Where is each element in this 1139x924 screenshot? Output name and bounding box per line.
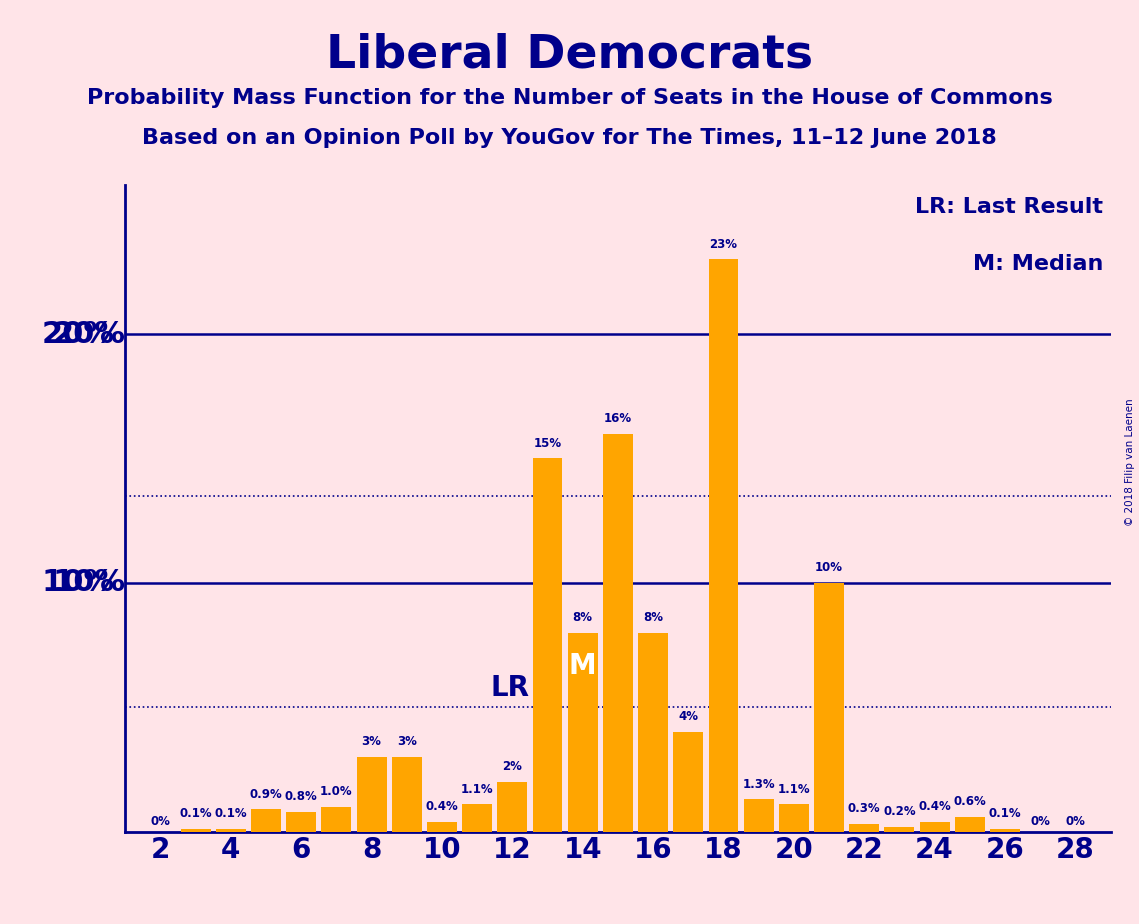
Text: 15%: 15% — [533, 437, 562, 450]
Text: 0%: 0% — [150, 815, 171, 828]
Text: 2%: 2% — [502, 760, 523, 773]
Text: 0.1%: 0.1% — [179, 808, 212, 821]
Text: 0.1%: 0.1% — [214, 808, 247, 821]
Text: 10%: 10% — [41, 568, 114, 597]
Text: 20%: 20% — [52, 320, 125, 348]
Text: 10%: 10% — [52, 568, 125, 597]
Bar — [321, 807, 351, 832]
Bar — [427, 821, 457, 832]
Text: Liberal Democrats: Liberal Democrats — [326, 32, 813, 78]
Text: Probability Mass Function for the Number of Seats in the House of Commons: Probability Mass Function for the Number… — [87, 88, 1052, 108]
Bar — [181, 829, 211, 832]
Text: 0.9%: 0.9% — [249, 787, 282, 800]
Text: 20%: 20% — [41, 320, 114, 348]
Text: 1.1%: 1.1% — [461, 783, 493, 796]
Bar — [286, 811, 317, 832]
Bar — [990, 829, 1019, 832]
Bar — [779, 804, 809, 832]
Text: 0.3%: 0.3% — [847, 802, 880, 816]
Text: 0.6%: 0.6% — [953, 795, 986, 808]
Bar — [919, 821, 950, 832]
Bar — [885, 827, 915, 832]
Bar — [251, 809, 281, 832]
Text: 10%: 10% — [816, 561, 843, 574]
Bar — [392, 757, 421, 832]
Bar — [954, 817, 985, 832]
Bar — [850, 824, 879, 832]
Bar — [744, 799, 773, 832]
Text: 3%: 3% — [362, 736, 382, 748]
Text: 4%: 4% — [679, 711, 698, 723]
Text: M: M — [568, 652, 597, 680]
Bar — [533, 458, 563, 832]
Bar — [603, 433, 633, 832]
Text: 0.4%: 0.4% — [918, 800, 951, 813]
Text: 0.4%: 0.4% — [426, 800, 458, 813]
Text: 0.2%: 0.2% — [883, 805, 916, 818]
Text: LR: LR — [491, 675, 530, 702]
Text: 0%: 0% — [1030, 815, 1050, 828]
Bar — [638, 633, 669, 832]
Bar — [216, 829, 246, 832]
Text: 16%: 16% — [604, 412, 632, 425]
Bar — [673, 732, 703, 832]
Bar — [357, 757, 386, 832]
Text: 1.0%: 1.0% — [320, 785, 353, 798]
Text: 3%: 3% — [396, 736, 417, 748]
Text: 1.3%: 1.3% — [743, 778, 775, 791]
Text: Based on an Opinion Poll by YouGov for The Times, 11–12 June 2018: Based on an Opinion Poll by YouGov for T… — [142, 128, 997, 148]
Text: LR: Last Result: LR: Last Result — [916, 197, 1104, 217]
Text: © 2018 Filip van Laenen: © 2018 Filip van Laenen — [1125, 398, 1134, 526]
Text: 0%: 0% — [1065, 815, 1085, 828]
Text: M: Median: M: Median — [973, 254, 1104, 274]
Bar — [814, 583, 844, 832]
Text: 1.1%: 1.1% — [778, 783, 810, 796]
Text: 8%: 8% — [573, 611, 592, 624]
Text: 23%: 23% — [710, 237, 737, 250]
Text: 0.8%: 0.8% — [285, 790, 318, 803]
Bar — [462, 804, 492, 832]
Bar — [498, 782, 527, 832]
Text: 8%: 8% — [644, 611, 663, 624]
Text: 0.1%: 0.1% — [989, 808, 1022, 821]
Bar — [708, 260, 738, 832]
Bar — [567, 633, 598, 832]
